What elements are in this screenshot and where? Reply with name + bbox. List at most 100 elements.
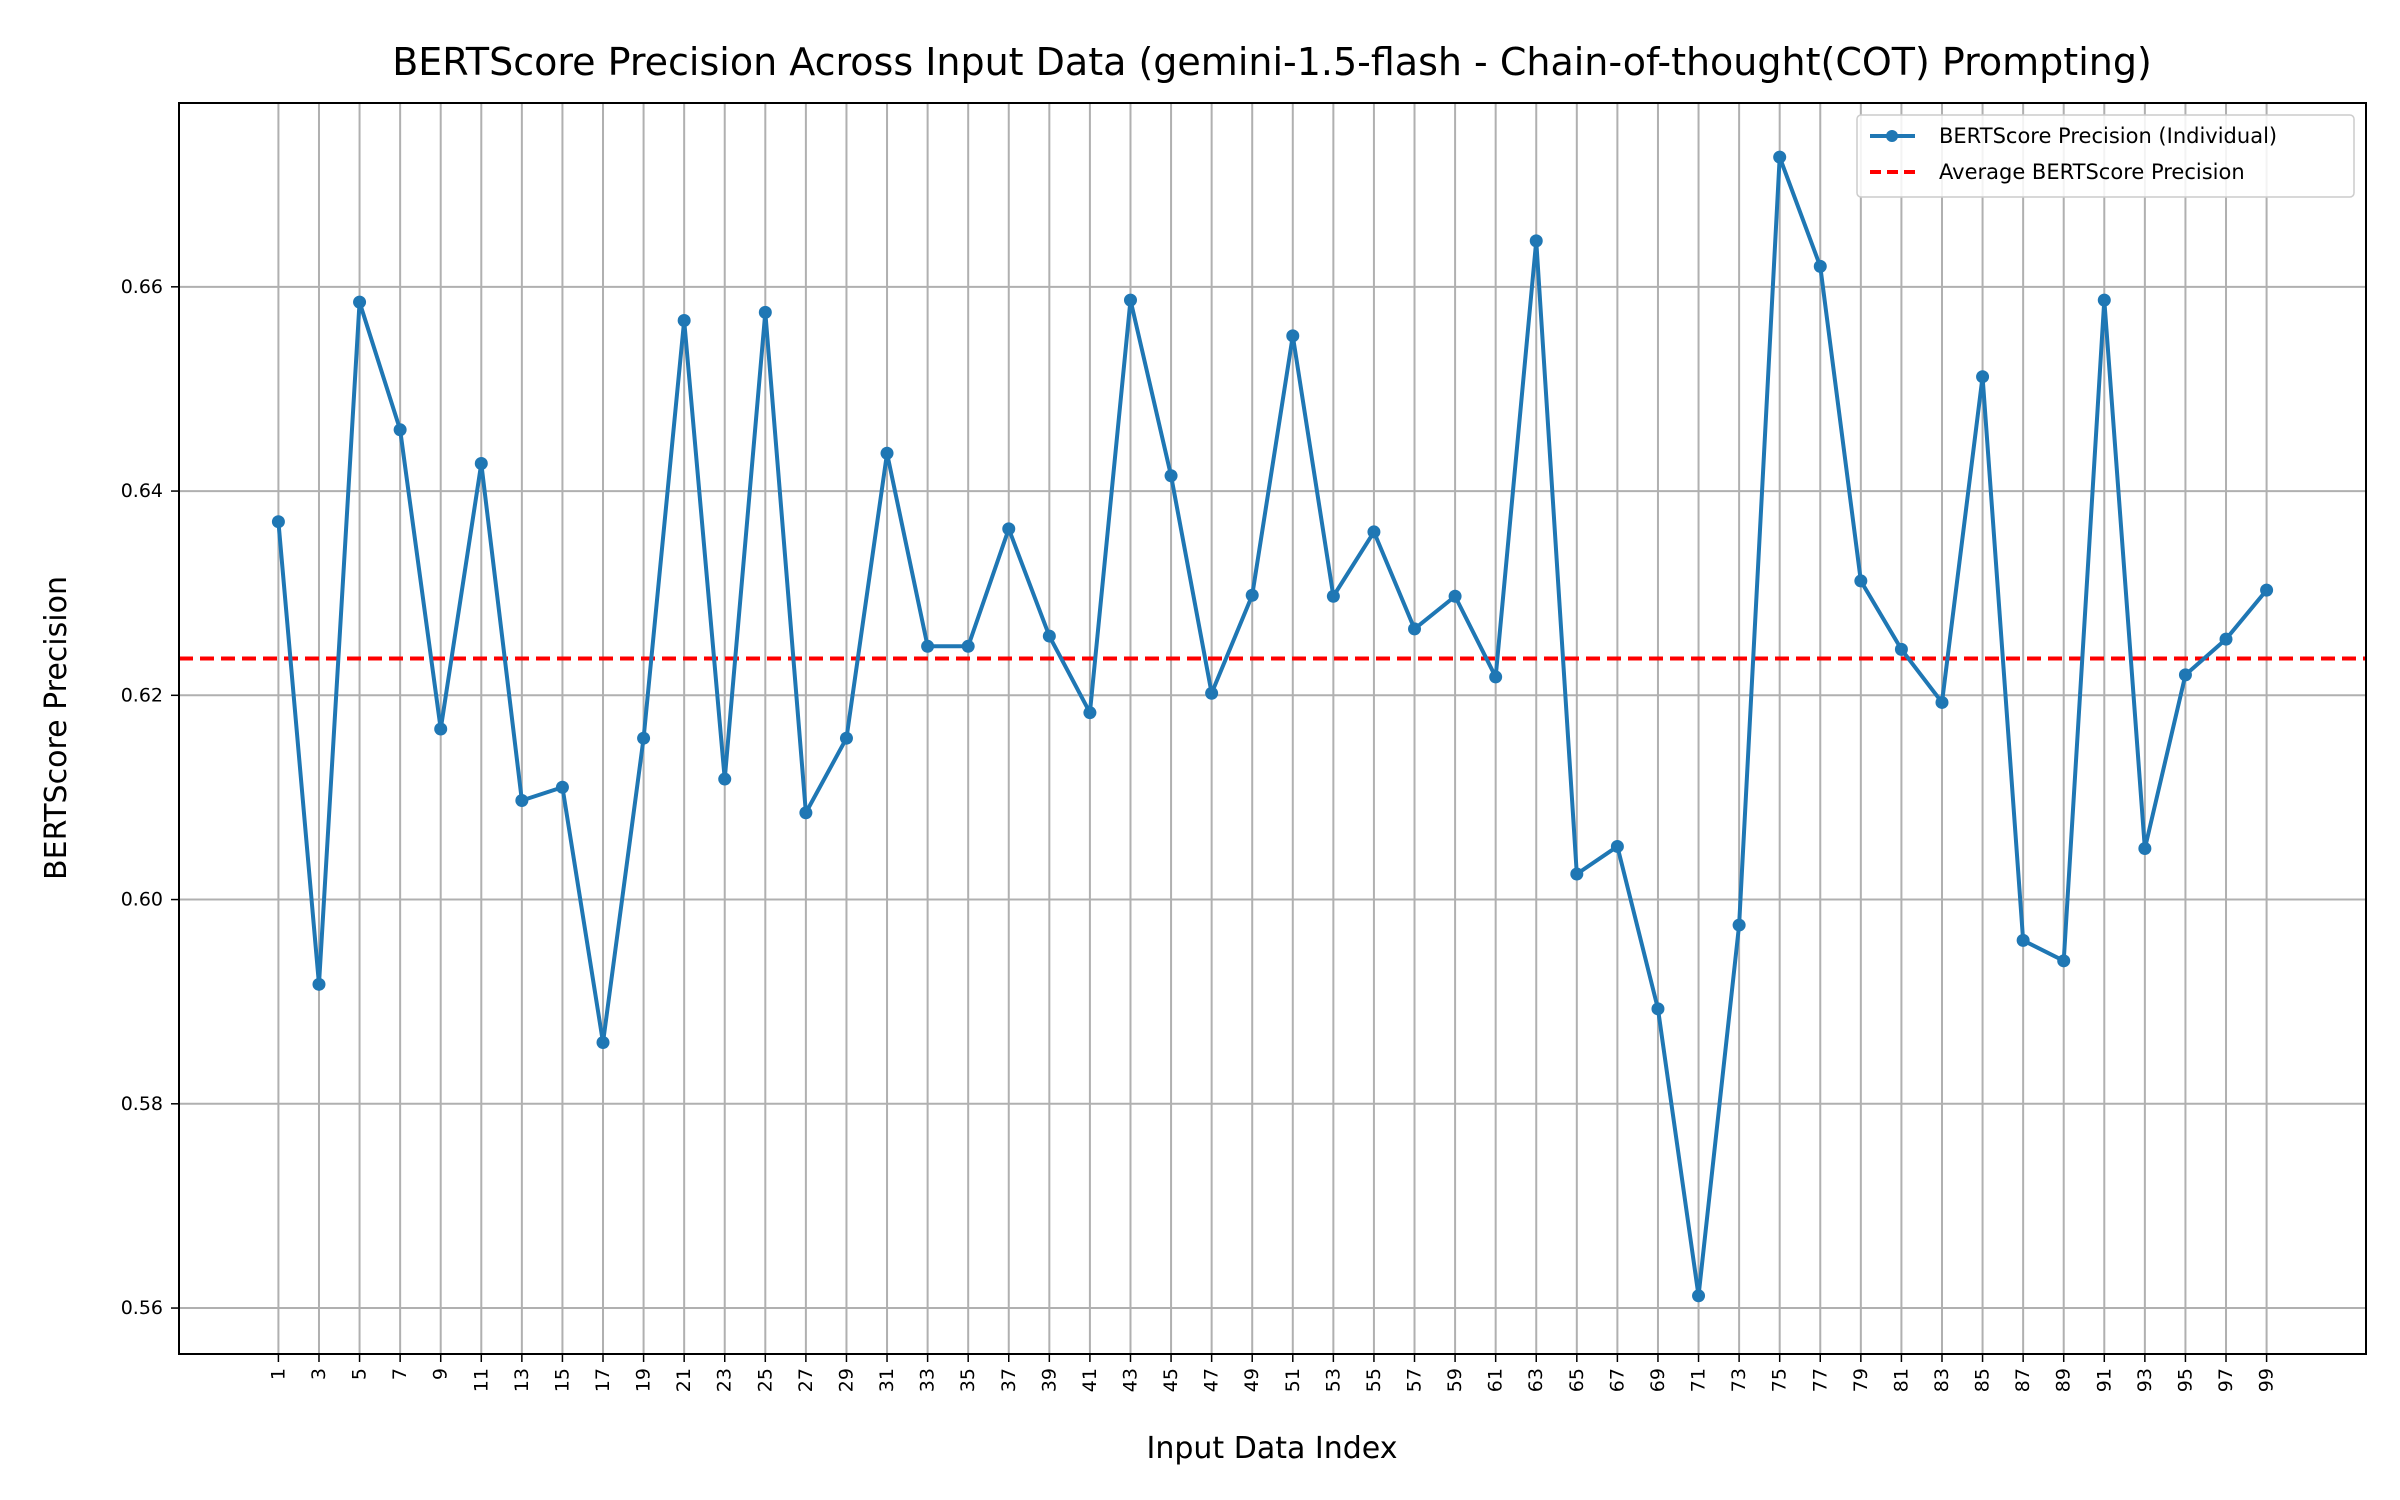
legend-label-average: Average BERTScore Precision (1939, 160, 2245, 184)
x-tick-label: 73 (1728, 1368, 1750, 1392)
data-point (1205, 686, 1219, 700)
data-point (1326, 589, 1340, 603)
x-tick-label: 35 (957, 1368, 979, 1392)
legend-box (1856, 114, 2355, 198)
x-tick-label: 53 (1322, 1368, 1344, 1392)
x-tick-label: 59 (1444, 1368, 1466, 1392)
data-point (1529, 234, 1543, 248)
data-point (2219, 632, 2233, 646)
x-tick-label: 15 (551, 1368, 573, 1392)
data-point (1813, 259, 1827, 273)
series-layer (271, 150, 2274, 1303)
legend-label-individual: BERTScore Precision (Individual) (1939, 124, 2277, 148)
legend: BERTScore Precision (Individual) Average… (1856, 114, 2355, 198)
data-point (1123, 293, 1137, 307)
data-point (393, 423, 407, 437)
x-tick-label: 47 (1201, 1368, 1223, 1392)
legend-marker-individual (1886, 130, 1898, 142)
data-point (1570, 867, 1584, 881)
x-tick-label: 79 (1850, 1368, 1872, 1392)
data-point (1164, 469, 1178, 483)
data-point (1002, 522, 1016, 536)
x-tick-label: 69 (1647, 1368, 1669, 1392)
series-line-individual (276, 155, 2269, 1298)
data-point (1651, 1002, 1665, 1016)
x-tick-label: 5 (349, 1368, 371, 1380)
y-tick-label: 0.58 (121, 1093, 163, 1115)
data-point (799, 806, 813, 820)
chart-title: BERTScore Precision Across Input Data (g… (392, 40, 2152, 84)
y-tick-label: 0.60 (121, 889, 163, 911)
data-point (555, 780, 569, 794)
data-point (921, 639, 935, 653)
data-point (1976, 370, 1990, 384)
data-point (961, 639, 975, 653)
x-tick-label: 37 (998, 1368, 1020, 1392)
x-tick-label: 25 (754, 1368, 776, 1392)
x-tick-label: 13 (511, 1368, 533, 1392)
data-point (1286, 329, 1300, 343)
data-point (1854, 574, 1868, 588)
x-tick-label: 3 (308, 1368, 330, 1380)
x-tick-label: 43 (1119, 1368, 1141, 1392)
data-point (1894, 642, 1908, 656)
data-point (1083, 706, 1097, 720)
data-point (2138, 841, 2152, 855)
x-tick-label: 71 (1688, 1368, 1710, 1392)
data-point (1367, 525, 1381, 539)
data-point (312, 977, 326, 991)
data-point (596, 1036, 610, 1050)
data-point (1732, 918, 1746, 932)
x-tick-label: 29 (835, 1368, 857, 1392)
data-point (1692, 1289, 1706, 1303)
x-tick-label: 49 (1241, 1368, 1263, 1392)
x-tick-label: 89 (2053, 1368, 2075, 1392)
data-point (353, 295, 367, 309)
data-point (718, 772, 732, 786)
y-tick-label: 0.66 (121, 276, 163, 298)
x-tick-label: 85 (1972, 1368, 1994, 1392)
data-point (2260, 583, 2274, 597)
data-point (474, 456, 488, 470)
x-tick-label: 57 (1404, 1368, 1426, 1392)
data-point (2057, 954, 2071, 968)
x-tick-label: 33 (917, 1368, 939, 1392)
x-tick-label: 75 (1769, 1368, 1791, 1392)
data-point (1408, 622, 1422, 636)
x-tick-label: 27 (795, 1368, 817, 1392)
x-tick-label: 19 (633, 1368, 655, 1392)
x-tick-label: 17 (592, 1368, 614, 1392)
x-tick-label: 1 (267, 1368, 289, 1380)
data-point (1610, 839, 1624, 853)
x-tick-label: 91 (2093, 1368, 2115, 1392)
x-tick-label: 87 (2012, 1368, 2034, 1392)
x-tick-label: 9 (430, 1368, 452, 1380)
data-point (1448, 589, 1462, 603)
data-point (1489, 670, 1503, 684)
data-point (637, 731, 651, 745)
data-point (2097, 293, 2111, 307)
y-tick-label: 0.56 (121, 1297, 163, 1319)
data-point (839, 731, 853, 745)
x-tick-label: 63 (1525, 1368, 1547, 1392)
x-tick-label: 99 (2256, 1368, 2278, 1392)
x-tick-label: 31 (876, 1368, 898, 1392)
x-tick-label: 93 (2134, 1368, 2156, 1392)
x-tick-label: 41 (1079, 1368, 1101, 1392)
x-tick-label: 77 (1809, 1368, 1831, 1392)
x-tick-label: 51 (1282, 1368, 1304, 1392)
data-point (1042, 629, 1056, 643)
x-tick-label: 11 (470, 1368, 492, 1392)
y-tick-label: 0.62 (121, 684, 163, 706)
x-tick-label: 97 (2215, 1368, 2237, 1392)
grid-lines (179, 103, 2366, 1354)
x-tick-label: 65 (1566, 1368, 1588, 1392)
data-point (515, 793, 529, 807)
data-point (434, 722, 448, 736)
data-point (271, 515, 285, 529)
x-tick-label: 55 (1363, 1368, 1385, 1392)
y-axis-label: BERTScore Precision (39, 576, 74, 880)
plot-frame (178, 102, 2367, 1355)
